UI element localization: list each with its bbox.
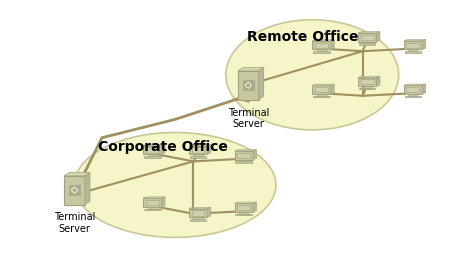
FancyBboxPatch shape bbox=[144, 156, 160, 158]
FancyBboxPatch shape bbox=[404, 96, 420, 97]
FancyBboxPatch shape bbox=[235, 214, 252, 215]
Polygon shape bbox=[312, 39, 334, 41]
FancyBboxPatch shape bbox=[314, 87, 327, 92]
Polygon shape bbox=[330, 39, 334, 50]
FancyBboxPatch shape bbox=[193, 154, 202, 156]
Polygon shape bbox=[252, 202, 256, 212]
FancyBboxPatch shape bbox=[190, 156, 206, 158]
Polygon shape bbox=[357, 32, 379, 33]
Text: Terminal
Server: Terminal Server bbox=[54, 213, 95, 234]
FancyBboxPatch shape bbox=[316, 94, 325, 96]
Polygon shape bbox=[161, 197, 165, 207]
Polygon shape bbox=[330, 84, 334, 94]
FancyBboxPatch shape bbox=[143, 146, 161, 154]
Text: Corporate Office: Corporate Office bbox=[98, 140, 228, 154]
FancyBboxPatch shape bbox=[360, 35, 373, 40]
FancyBboxPatch shape bbox=[69, 185, 80, 195]
Polygon shape bbox=[421, 39, 425, 50]
FancyBboxPatch shape bbox=[403, 41, 421, 50]
FancyBboxPatch shape bbox=[358, 88, 375, 90]
FancyBboxPatch shape bbox=[313, 51, 329, 53]
Polygon shape bbox=[375, 76, 379, 86]
FancyBboxPatch shape bbox=[189, 146, 207, 154]
FancyBboxPatch shape bbox=[403, 85, 421, 94]
Polygon shape bbox=[189, 207, 210, 209]
FancyBboxPatch shape bbox=[193, 217, 202, 219]
FancyBboxPatch shape bbox=[143, 198, 161, 207]
Polygon shape bbox=[258, 67, 263, 100]
FancyBboxPatch shape bbox=[408, 50, 417, 51]
Polygon shape bbox=[357, 76, 379, 77]
Ellipse shape bbox=[74, 132, 275, 237]
Polygon shape bbox=[64, 172, 90, 176]
FancyBboxPatch shape bbox=[189, 209, 207, 217]
FancyBboxPatch shape bbox=[147, 207, 157, 209]
Polygon shape bbox=[234, 150, 256, 151]
FancyBboxPatch shape bbox=[358, 43, 375, 45]
FancyBboxPatch shape bbox=[237, 205, 250, 210]
Polygon shape bbox=[84, 172, 90, 205]
Polygon shape bbox=[207, 144, 210, 154]
Polygon shape bbox=[421, 84, 425, 94]
Text: Remote Office: Remote Office bbox=[247, 30, 358, 44]
Polygon shape bbox=[207, 207, 210, 217]
Polygon shape bbox=[237, 67, 263, 71]
FancyBboxPatch shape bbox=[147, 154, 157, 156]
FancyBboxPatch shape bbox=[234, 203, 252, 212]
FancyBboxPatch shape bbox=[237, 153, 250, 158]
FancyBboxPatch shape bbox=[64, 176, 84, 205]
Polygon shape bbox=[375, 32, 379, 42]
FancyBboxPatch shape bbox=[239, 160, 248, 161]
Polygon shape bbox=[234, 202, 256, 203]
FancyBboxPatch shape bbox=[144, 209, 160, 210]
Polygon shape bbox=[143, 144, 165, 146]
FancyBboxPatch shape bbox=[357, 33, 375, 42]
Polygon shape bbox=[143, 197, 165, 198]
FancyBboxPatch shape bbox=[146, 147, 158, 153]
FancyBboxPatch shape bbox=[235, 161, 252, 163]
FancyBboxPatch shape bbox=[312, 41, 330, 50]
FancyBboxPatch shape bbox=[242, 80, 253, 90]
Polygon shape bbox=[161, 144, 165, 154]
FancyBboxPatch shape bbox=[404, 51, 420, 53]
FancyBboxPatch shape bbox=[316, 50, 325, 51]
Polygon shape bbox=[252, 150, 256, 160]
FancyBboxPatch shape bbox=[312, 85, 330, 94]
FancyBboxPatch shape bbox=[146, 200, 158, 205]
FancyBboxPatch shape bbox=[408, 94, 417, 96]
FancyBboxPatch shape bbox=[237, 71, 258, 100]
FancyBboxPatch shape bbox=[191, 210, 204, 215]
FancyBboxPatch shape bbox=[362, 86, 371, 88]
Polygon shape bbox=[312, 84, 334, 85]
Polygon shape bbox=[403, 84, 425, 85]
Ellipse shape bbox=[225, 20, 398, 130]
Polygon shape bbox=[189, 144, 210, 146]
FancyBboxPatch shape bbox=[362, 42, 371, 43]
FancyBboxPatch shape bbox=[406, 87, 419, 92]
FancyBboxPatch shape bbox=[314, 42, 327, 48]
FancyBboxPatch shape bbox=[406, 42, 419, 48]
FancyBboxPatch shape bbox=[191, 147, 204, 153]
Text: Terminal
Server: Terminal Server bbox=[227, 108, 269, 129]
FancyBboxPatch shape bbox=[190, 219, 206, 220]
FancyBboxPatch shape bbox=[313, 96, 329, 97]
FancyBboxPatch shape bbox=[239, 212, 248, 214]
FancyBboxPatch shape bbox=[234, 151, 252, 160]
FancyBboxPatch shape bbox=[360, 79, 373, 85]
Polygon shape bbox=[403, 39, 425, 41]
FancyBboxPatch shape bbox=[357, 77, 375, 86]
